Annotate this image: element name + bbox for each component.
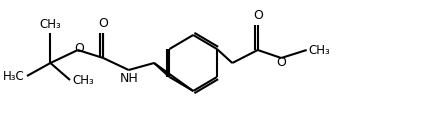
Text: CH₃: CH₃ [309,43,330,56]
Text: CH₃: CH₃ [39,18,61,31]
Text: H₃C: H₃C [3,70,25,83]
Text: O: O [253,9,263,22]
Text: O: O [276,56,286,69]
Text: O: O [98,17,108,30]
Text: O: O [74,43,84,55]
Text: CH₃: CH₃ [72,74,94,87]
Text: NH: NH [119,72,138,85]
